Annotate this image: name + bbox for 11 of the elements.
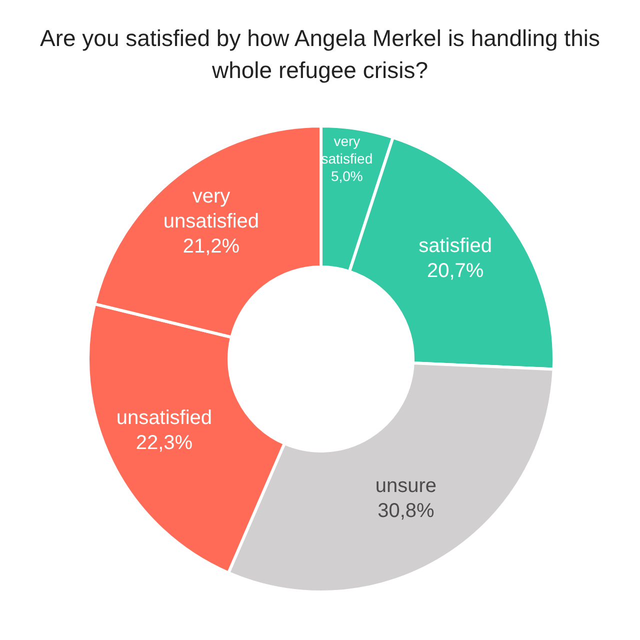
data-label: 20,7% [426, 260, 484, 282]
chart-title: Are you satisfied by how Angela Merkel is handling this whole refugee crisis? [39, 24, 601, 85]
data-label: 22,3% [136, 432, 193, 454]
data-label: 30,8% [378, 500, 435, 522]
slice-label: very unsatisfied [163, 186, 260, 233]
slice-label: unsure [375, 475, 437, 498]
data-label: 21,2% [182, 236, 240, 258]
slice-label: satisfied [418, 234, 492, 257]
data-label: 5,0% [330, 168, 363, 184]
slice-label: very satisfied [321, 133, 373, 167]
slice-label: unsatisfied [116, 407, 212, 430]
